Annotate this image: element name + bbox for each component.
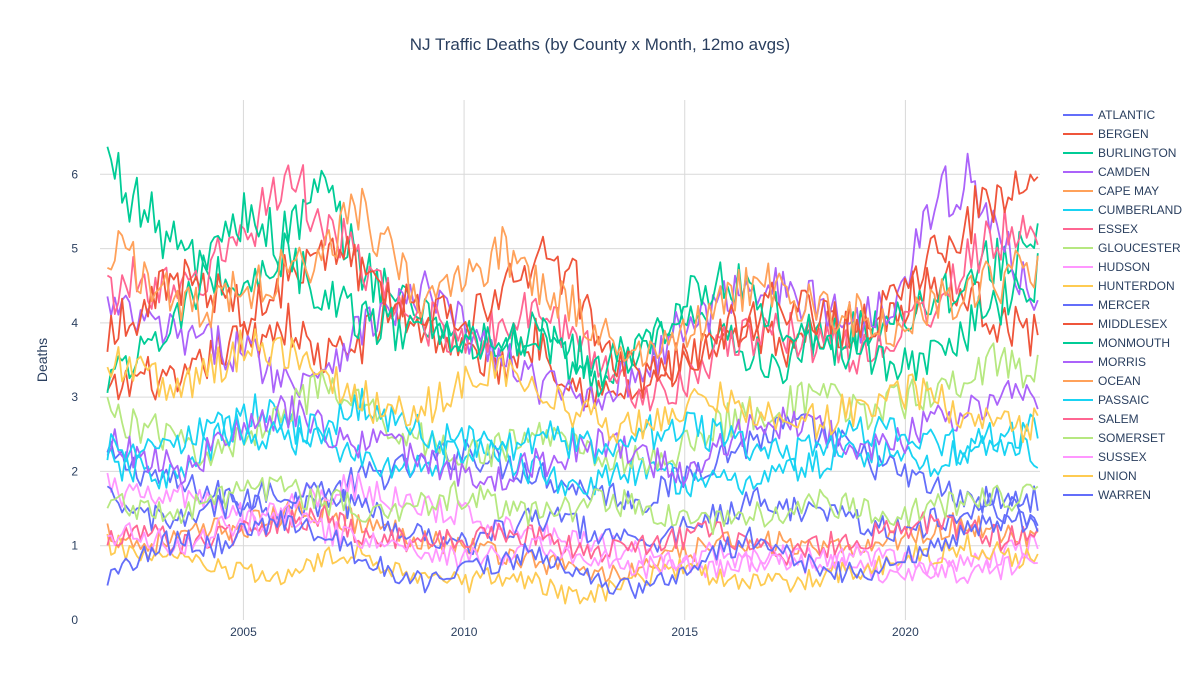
series-line-ocean[interactable] bbox=[107, 187, 1039, 367]
y-tick-label: 3 bbox=[71, 390, 78, 404]
series-line-monmouth[interactable] bbox=[106, 192, 1039, 394]
series-line-hunterdon[interactable] bbox=[106, 532, 1039, 605]
legend-item-monmouth[interactable]: MONMOUTH bbox=[1063, 336, 1170, 350]
legend-item-cumberland[interactable]: CUMBERLAND bbox=[1063, 203, 1182, 217]
legend-item-gloucester[interactable]: GLOUCESTER bbox=[1063, 241, 1181, 255]
legend-label: MONMOUTH bbox=[1098, 336, 1170, 350]
legend-item-morris[interactable]: MORRIS bbox=[1063, 355, 1146, 369]
y-tick-label: 1 bbox=[71, 539, 78, 553]
legend-item-essex[interactable]: ESSEX bbox=[1063, 222, 1138, 236]
legend-item-hunterdon[interactable]: HUNTERDON bbox=[1063, 279, 1175, 293]
x-tick-label: 2020 bbox=[892, 625, 919, 639]
series-line-warren[interactable] bbox=[106, 508, 1039, 599]
legend-label: MERCER bbox=[1098, 298, 1150, 312]
x-axis-ticks: 2005 2010 2015 2020 bbox=[230, 625, 919, 639]
series-line-sussex[interactable] bbox=[107, 506, 1038, 584]
series-line-union[interactable] bbox=[106, 328, 1039, 444]
legend-label: PASSAIC bbox=[1098, 393, 1149, 407]
legend-item-salem[interactable]: SALEM bbox=[1063, 412, 1139, 426]
legend-label: CUMBERLAND bbox=[1098, 203, 1182, 217]
legend-label: WARREN bbox=[1098, 488, 1151, 502]
series-lines[interactable] bbox=[106, 146, 1039, 605]
legend-item-burlington[interactable]: BURLINGTON bbox=[1063, 146, 1176, 160]
y-tick-label: 4 bbox=[71, 316, 78, 330]
legend-item-bergen[interactable]: BERGEN bbox=[1063, 127, 1149, 141]
legend-item-hudson[interactable]: HUDSON bbox=[1063, 260, 1150, 274]
x-tick-label: 2010 bbox=[451, 625, 478, 639]
legend-label: GLOUCESTER bbox=[1098, 241, 1181, 255]
series-line-salem[interactable] bbox=[106, 504, 1039, 566]
legend-label: CAPE MAY bbox=[1098, 184, 1159, 198]
legend-item-somerset[interactable]: SOMERSET bbox=[1063, 431, 1166, 445]
y-tick-label: 2 bbox=[71, 464, 78, 478]
legend-item-camden[interactable]: CAMDEN bbox=[1063, 165, 1150, 179]
legend-item-ocean[interactable]: OCEAN bbox=[1063, 374, 1141, 388]
series-line-hudson[interactable] bbox=[106, 472, 1039, 584]
legend-item-mercer[interactable]: MERCER bbox=[1063, 298, 1150, 312]
legend-label: MORRIS bbox=[1098, 355, 1146, 369]
legend-label: HUNTERDON bbox=[1098, 279, 1175, 293]
legend-label: UNION bbox=[1098, 469, 1137, 483]
legend-label: BURLINGTON bbox=[1098, 146, 1176, 160]
legend-label: ATLANTIC bbox=[1098, 108, 1155, 122]
legend-label: SOMERSET bbox=[1098, 431, 1166, 445]
legend[interactable]: ATLANTIC BERGEN BURLINGTON CAMDEN CAPE MAY CU… bbox=[1063, 108, 1182, 502]
y-tick-label: 0 bbox=[71, 613, 78, 627]
y-axis-title: Deaths bbox=[34, 338, 50, 382]
legend-item-warren[interactable]: WARREN bbox=[1063, 488, 1151, 502]
legend-label: ESSEX bbox=[1098, 222, 1138, 236]
series-line-middlesex[interactable] bbox=[106, 170, 1039, 399]
y-tick-label: 6 bbox=[71, 167, 78, 181]
legend-label: SUSSEX bbox=[1098, 450, 1147, 464]
legend-item-atlantic[interactable]: ATLANTIC bbox=[1063, 108, 1155, 122]
x-tick-label: 2015 bbox=[671, 625, 698, 639]
series-line-morris[interactable] bbox=[106, 379, 1039, 492]
legend-label: MIDDLESEX bbox=[1098, 317, 1167, 331]
legend-label: HUDSON bbox=[1098, 260, 1150, 274]
legend-label: CAMDEN bbox=[1098, 165, 1150, 179]
y-tick-label: 5 bbox=[71, 242, 78, 256]
series-line-burlington[interactable] bbox=[106, 146, 1039, 398]
series-line-somerset[interactable] bbox=[106, 475, 1039, 536]
legend-label: SALEM bbox=[1098, 412, 1139, 426]
series-line-essex[interactable] bbox=[106, 164, 1039, 412]
chart-title: NJ Traffic Deaths (by County x Month, 12… bbox=[410, 35, 790, 54]
legend-item-middlesex[interactable]: MIDDLESEX bbox=[1063, 317, 1167, 331]
legend-item-union[interactable]: UNION bbox=[1063, 469, 1137, 483]
legend-label: BERGEN bbox=[1098, 127, 1149, 141]
legend-label: OCEAN bbox=[1098, 374, 1141, 388]
y-axis-ticks: 0 1 2 3 4 5 6 bbox=[71, 167, 78, 627]
x-tick-label: 2005 bbox=[230, 625, 257, 639]
legend-item-sussex[interactable]: SUSSEX bbox=[1063, 450, 1147, 464]
legend-item-cape-may[interactable]: CAPE MAY bbox=[1063, 184, 1159, 198]
legend-item-passaic[interactable]: PASSAIC bbox=[1063, 393, 1149, 407]
